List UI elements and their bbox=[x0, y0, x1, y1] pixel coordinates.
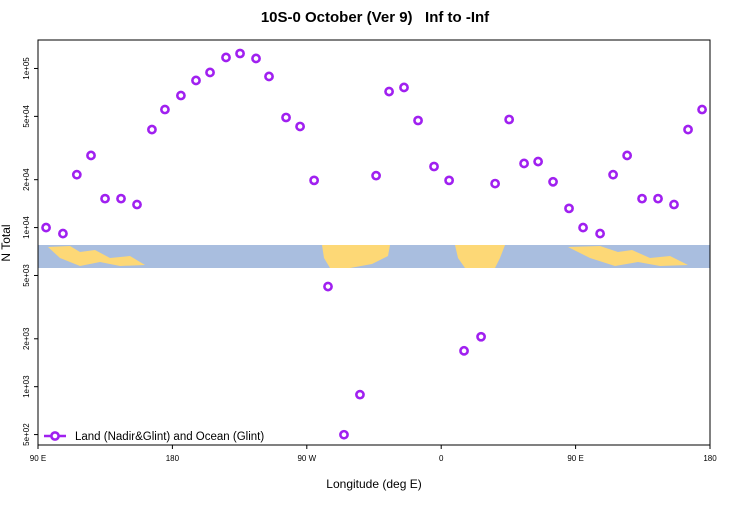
y-tick-label: 1e+04 bbox=[22, 216, 31, 239]
point bbox=[578, 222, 588, 233]
point bbox=[371, 170, 381, 181]
legend-label: Land (Nadir&Glint) and Ocean (Glint) bbox=[75, 431, 264, 443]
point bbox=[608, 169, 618, 180]
point bbox=[132, 199, 142, 210]
point bbox=[295, 121, 305, 132]
y-tick-label: 5e+02 bbox=[22, 423, 31, 446]
point bbox=[86, 150, 96, 161]
point bbox=[476, 331, 486, 342]
point bbox=[160, 104, 170, 115]
point bbox=[413, 115, 423, 126]
x-tick-label: 180 bbox=[166, 454, 180, 463]
point bbox=[339, 429, 349, 440]
x-tick-label: 90 E bbox=[30, 454, 46, 463]
point bbox=[429, 161, 439, 172]
y-axis-label: N Total bbox=[0, 224, 13, 261]
point bbox=[444, 175, 455, 186]
map-band bbox=[38, 245, 710, 268]
point bbox=[384, 86, 394, 97]
point bbox=[504, 114, 515, 125]
y-tick-label: 5e+04 bbox=[22, 105, 31, 128]
point bbox=[71, 169, 82, 180]
point bbox=[191, 75, 201, 86]
y-tick-label: 2e+04 bbox=[22, 168, 31, 191]
point bbox=[116, 193, 126, 204]
x-tick-label: 90 E bbox=[567, 454, 583, 463]
y-tick-label: 1e+05 bbox=[22, 57, 31, 80]
point bbox=[595, 228, 605, 239]
point bbox=[459, 345, 469, 356]
point bbox=[176, 90, 186, 101]
point bbox=[399, 82, 409, 93]
point bbox=[355, 389, 365, 400]
point bbox=[147, 124, 157, 135]
point bbox=[281, 112, 291, 123]
point bbox=[669, 199, 679, 210]
point bbox=[58, 228, 68, 239]
point bbox=[533, 156, 544, 167]
y-tick-label: 1e+03 bbox=[22, 375, 31, 398]
point bbox=[622, 150, 633, 161]
point bbox=[264, 71, 274, 82]
y-tick-label: 2e+03 bbox=[22, 327, 31, 350]
x-axis-label: Longitude (deg E) bbox=[326, 477, 421, 491]
point bbox=[564, 203, 574, 214]
point bbox=[637, 193, 647, 204]
point bbox=[490, 178, 501, 189]
point bbox=[235, 48, 245, 59]
point bbox=[683, 124, 693, 135]
point bbox=[653, 193, 663, 204]
legend-marker bbox=[50, 431, 60, 441]
point bbox=[519, 158, 529, 169]
chart-title: 10S-0 October (Ver 9) Inf to -Inf bbox=[261, 9, 490, 26]
plot-frame bbox=[37, 39, 711, 446]
point bbox=[100, 193, 110, 204]
point bbox=[221, 52, 231, 63]
point bbox=[323, 281, 333, 292]
point bbox=[41, 222, 51, 233]
y-tick-label: 5e+03 bbox=[22, 264, 31, 287]
point bbox=[309, 175, 320, 186]
x-tick-label: 90 W bbox=[297, 454, 316, 463]
point bbox=[251, 53, 261, 64]
point bbox=[205, 67, 215, 78]
x-tick-label: 0 bbox=[439, 454, 444, 463]
point bbox=[697, 104, 707, 115]
point bbox=[548, 176, 558, 187]
x-tick-label: 180 bbox=[703, 454, 717, 463]
